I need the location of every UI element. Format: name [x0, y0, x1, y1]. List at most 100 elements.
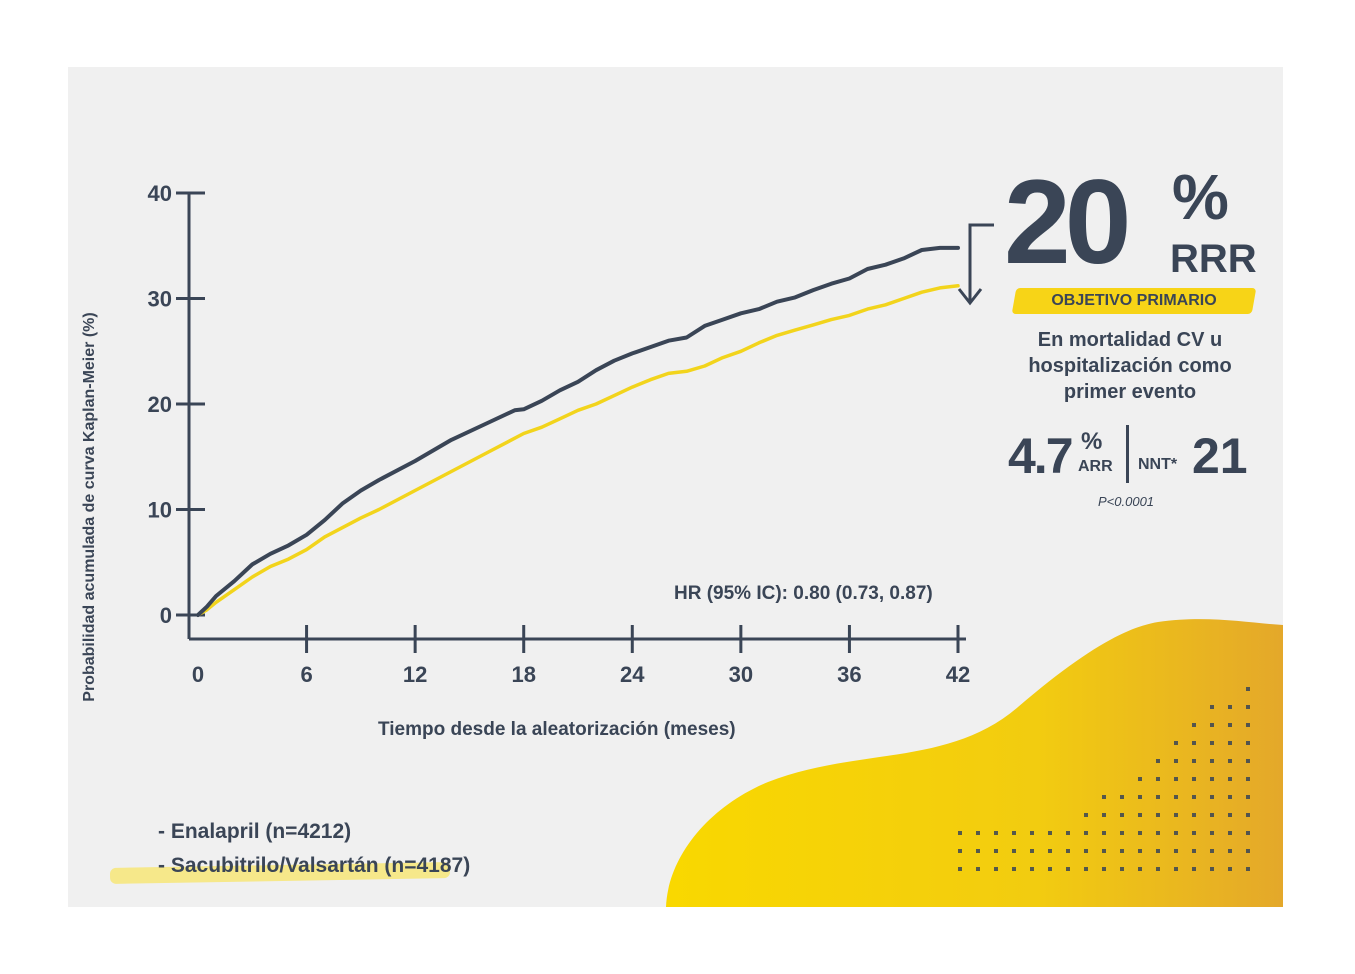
x-tick-label: 0 [192, 662, 204, 687]
y-tick-label: 20 [148, 392, 172, 417]
decor-dot [1246, 831, 1250, 835]
decor-dot [1192, 813, 1196, 817]
legend-label-sacubitrilo: - Sacubitrilo/Valsartán (n=4187) [158, 854, 471, 877]
rrr-percent-sign: % [1172, 161, 1229, 233]
decor-dot [1192, 795, 1196, 799]
x-tick-label: 12 [403, 662, 427, 687]
decor-dot [1210, 867, 1214, 871]
chart-series [196, 245, 960, 617]
x-tick-label: 6 [300, 662, 312, 687]
decor-dot [1066, 849, 1070, 853]
decor-dot [976, 849, 980, 853]
decor-dot [1120, 813, 1124, 817]
decor-dot [1192, 759, 1196, 763]
decor-dot [1246, 705, 1250, 709]
decor-dot [994, 849, 998, 853]
decor-dot [1210, 723, 1214, 727]
decor-dot [1138, 777, 1142, 781]
decor-dot [1246, 795, 1250, 799]
decor-dot [1192, 867, 1196, 871]
decor-dot [1228, 705, 1232, 709]
decor-dot [1120, 849, 1124, 853]
decor-dot [1102, 867, 1106, 871]
decorative-blob-shape [666, 619, 1283, 907]
decor-dot [1048, 831, 1052, 835]
decor-dot [1084, 849, 1088, 853]
decor-dot [1138, 831, 1142, 835]
legend-item-enalapril: - Enalapril (n=4212) [136, 815, 470, 849]
x-tick-label: 18 [511, 662, 535, 687]
objective-badge-text: OBJETIVO PRIMARIO [1051, 292, 1217, 309]
decorative-blob [666, 619, 1283, 907]
decor-dot [1174, 867, 1178, 871]
decor-dot [1012, 867, 1016, 871]
legend-item-sacubitrilo: - Sacubitrilo/Valsartán (n=4187) [109, 849, 471, 884]
decor-dot [1246, 687, 1250, 691]
y-tick-label: 40 [148, 181, 172, 206]
decor-dot [994, 867, 998, 871]
decor-dot [1228, 867, 1232, 871]
series-line-sacubitrilo [196, 284, 960, 617]
decor-dot [1246, 723, 1250, 727]
decor-dot [1246, 813, 1250, 817]
x-tick-label: 24 [620, 662, 645, 687]
decor-dot [1102, 813, 1106, 817]
arrow-down-icon [968, 223, 994, 301]
decor-dot [1210, 705, 1214, 709]
decor-dot [1192, 777, 1196, 781]
decor-dot [1246, 867, 1250, 871]
dot-pattern [958, 687, 1250, 871]
decor-dot [1156, 813, 1160, 817]
decor-dot [1156, 795, 1160, 799]
decor-dot [1012, 831, 1016, 835]
chart-panel: 0 10 20 30 40 0 6 12 18 24 30 36 42 Probabilidad acu… [68, 67, 1283, 907]
decor-dot [1138, 795, 1142, 799]
x-tick-label: 42 [946, 662, 970, 687]
decor-dot [1084, 813, 1088, 817]
decor-dot [1210, 831, 1214, 835]
decor-dot [1192, 831, 1196, 835]
nnt-value: 21 [1192, 428, 1248, 484]
p-value: P<0.0001 [1098, 494, 1155, 509]
series-line-enalapril [196, 245, 960, 617]
rrr-big-number: 20 [1004, 155, 1132, 289]
decor-dot [1210, 813, 1214, 817]
decor-dot [1174, 849, 1178, 853]
decor-dot [1228, 759, 1232, 763]
decor-dot [1192, 723, 1196, 727]
decor-dot [1138, 849, 1142, 853]
decor-dot [1246, 741, 1250, 745]
decor-dot [1246, 777, 1250, 781]
decor-dot [1246, 849, 1250, 853]
decor-dot [1084, 867, 1088, 871]
decor-dot [1048, 867, 1052, 871]
decor-dot [1084, 831, 1088, 835]
x-tick-label: 36 [837, 662, 861, 687]
y-tick-label: 30 [148, 287, 172, 312]
callout-arrow [957, 223, 994, 306]
decor-dot [1174, 741, 1178, 745]
decor-dot [1210, 777, 1214, 781]
decor-dot [1192, 741, 1196, 745]
decor-dot [1228, 813, 1232, 817]
decor-dot [1174, 777, 1178, 781]
decor-dot [1030, 849, 1034, 853]
decor-dot [1156, 849, 1160, 853]
x-axis-label: Tiempo desde la aleatorización (meses) [378, 719, 736, 740]
y-tick-label: 0 [160, 603, 172, 628]
legend: - Enalapril (n=4212) - Sacubitrilo/Valsa… [109, 815, 471, 884]
decor-dot [1228, 795, 1232, 799]
decor-dot [1066, 831, 1070, 835]
decor-dot [1120, 831, 1124, 835]
decor-dot [1156, 777, 1160, 781]
decor-dot [976, 831, 980, 835]
y-tick-label: 10 [148, 498, 172, 523]
callout-description: En mortalidad CV u hospitalización como … [1028, 329, 1232, 403]
decor-dot [1102, 831, 1106, 835]
decor-dot [1174, 759, 1178, 763]
objective-badge: OBJETIVO PRIMARIO [1011, 285, 1257, 317]
decor-dot [1120, 795, 1124, 799]
decor-dot [1228, 777, 1232, 781]
decor-dot [1210, 795, 1214, 799]
decor-dot [958, 849, 962, 853]
